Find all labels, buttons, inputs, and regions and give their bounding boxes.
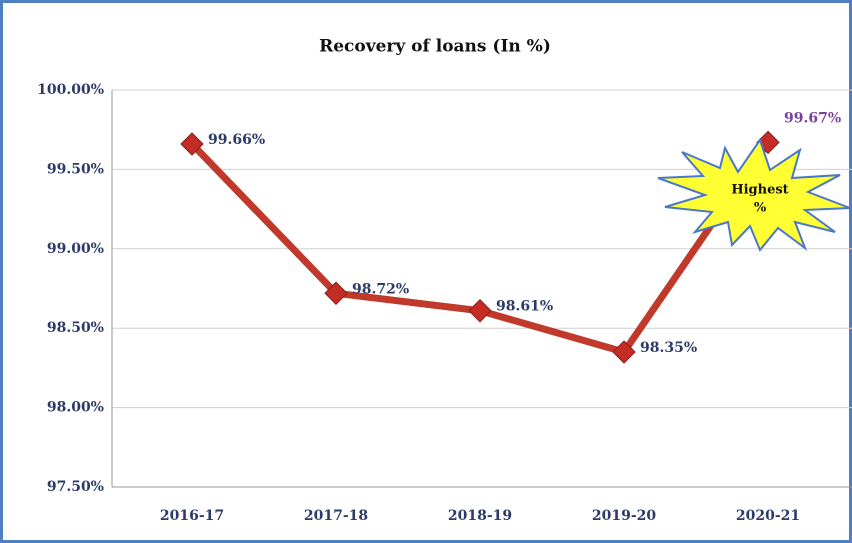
grid: 97.50% 98.00% 98.50% 99.00% 99.50% 100.00% 201… xyxy=(37,82,852,524)
x-tick-label: 2016-17 xyxy=(160,508,224,524)
x-tick-label: 2018-19 xyxy=(448,508,512,524)
starburst xyxy=(657,137,851,252)
value-label: 99.66% xyxy=(208,132,265,148)
x-tick-label: 2017-18 xyxy=(304,508,368,524)
y-tick-label: 99.50% xyxy=(47,161,104,177)
plot: 99.66% 98.72% 98.61% 98.35% 99.67% xyxy=(180,110,841,364)
x-tick-label: 2019-20 xyxy=(592,508,657,524)
marker xyxy=(612,340,636,364)
chart-title: Recovery of loans (In %) xyxy=(319,37,551,57)
value-label: 98.35% xyxy=(640,340,697,356)
y-tick-label: 100.00% xyxy=(37,82,104,98)
annotation-text: % xyxy=(754,201,767,216)
annotation-text: Highest xyxy=(731,183,788,198)
value-label: 99.67% xyxy=(784,110,841,126)
y-tick-label: 98.00% xyxy=(47,400,104,416)
y-tick-label: 97.50% xyxy=(47,479,104,495)
marker xyxy=(324,281,348,305)
annotation: Highest % xyxy=(657,137,851,252)
value-label: 98.72% xyxy=(352,281,409,297)
value-label: 98.61% xyxy=(496,299,553,315)
y-tick-label: 99.00% xyxy=(47,241,104,257)
x-tick-label: 2020-21 xyxy=(736,508,800,524)
marker xyxy=(180,132,204,156)
marker xyxy=(468,299,492,323)
y-tick-label: 98.50% xyxy=(47,320,104,336)
